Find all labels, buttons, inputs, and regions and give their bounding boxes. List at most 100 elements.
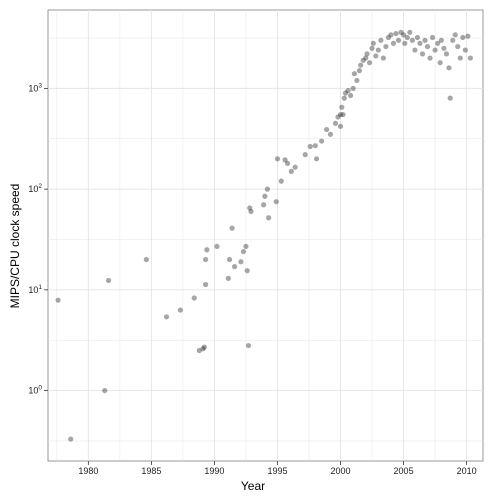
data-point — [447, 95, 453, 101]
data-point — [262, 193, 268, 199]
data-point — [324, 126, 330, 133]
data-point — [177, 307, 183, 313]
data-point — [312, 143, 318, 149]
data-point — [274, 156, 281, 162]
data-point — [248, 208, 254, 215]
data-point — [327, 131, 334, 137]
data-point — [402, 40, 408, 46]
data-point — [455, 43, 461, 50]
data-point — [243, 243, 249, 250]
data-point — [278, 178, 284, 184]
data-point — [388, 32, 394, 38]
data-point — [340, 111, 346, 118]
data-point — [204, 247, 210, 253]
data-point — [452, 32, 458, 38]
data-point — [261, 202, 267, 208]
data-point — [450, 37, 456, 43]
data-point — [380, 55, 386, 61]
data-point — [393, 30, 399, 37]
data-point — [284, 160, 291, 167]
x-tick-label: 2000 — [331, 466, 351, 476]
data-point — [358, 62, 364, 68]
data-point — [55, 297, 61, 303]
data-points — [55, 29, 473, 442]
data-point — [203, 256, 209, 263]
grid-lines — [48, 10, 483, 461]
data-point — [398, 29, 404, 35]
data-point — [337, 123, 344, 129]
data-point — [351, 71, 357, 77]
y-axis-title: MIPS/CPU clock speed — [8, 184, 22, 309]
data-point — [417, 40, 423, 46]
data-point — [409, 37, 415, 43]
data-point — [363, 55, 369, 61]
data-point — [232, 264, 238, 270]
data-point — [348, 92, 354, 99]
data-point — [339, 104, 345, 110]
data-point — [419, 51, 426, 57]
data-point — [366, 60, 373, 66]
y-tick-label: 100 — [28, 385, 42, 396]
data-point — [105, 277, 112, 284]
data-point — [247, 205, 253, 211]
data-point — [460, 34, 466, 41]
y-tick-label: 102 — [28, 183, 42, 194]
data-point — [443, 51, 450, 57]
data-point — [375, 47, 381, 53]
y-axis-ticks: 100 101 102 103 — [28, 82, 48, 396]
data-point — [200, 346, 206, 352]
data-point — [404, 34, 410, 41]
data-point — [225, 275, 231, 281]
data-point — [282, 157, 288, 163]
data-point — [457, 55, 463, 61]
data-point — [143, 256, 149, 263]
data-point — [438, 37, 444, 43]
x-tick-label: 1985 — [141, 466, 161, 476]
data-point — [390, 40, 397, 46]
data-point — [364, 51, 370, 57]
data-point — [163, 314, 170, 320]
data-point — [342, 90, 349, 96]
data-point — [378, 37, 384, 43]
x-axis-title: Year — [241, 479, 265, 493]
y-tick-label: 101 — [28, 284, 42, 295]
data-point — [385, 34, 392, 41]
data-point — [467, 55, 473, 61]
data-point — [400, 32, 407, 38]
data-point — [266, 215, 272, 221]
data-point — [427, 55, 433, 61]
data-point — [240, 248, 247, 255]
x-axis-ticks: 1980 1985 1990 1995 2000 2005 2010 — [78, 461, 477, 476]
data-point — [395, 37, 402, 43]
data-point — [68, 436, 74, 442]
data-point — [302, 152, 308, 158]
data-point — [373, 53, 379, 59]
data-point — [203, 281, 209, 288]
data-point — [432, 47, 438, 53]
data-point — [229, 225, 235, 231]
data-point — [273, 199, 279, 205]
data-point — [465, 33, 471, 39]
data-point — [370, 40, 376, 46]
x-tick-label: 2005 — [394, 466, 414, 476]
data-point — [214, 243, 220, 250]
data-point — [446, 65, 452, 71]
data-point — [429, 34, 436, 41]
data-point — [414, 34, 421, 41]
data-point — [407, 29, 413, 35]
data-point — [341, 95, 347, 101]
data-point — [369, 45, 375, 51]
data-point — [360, 57, 366, 63]
data-point — [264, 186, 270, 192]
data-point — [292, 164, 298, 170]
data-point — [441, 45, 447, 51]
data-point — [313, 156, 320, 162]
data-point — [245, 342, 252, 349]
x-tick-label: 1990 — [204, 466, 224, 476]
data-point — [435, 40, 441, 46]
data-point — [307, 143, 313, 150]
data-point — [356, 68, 363, 74]
data-point — [332, 120, 339, 126]
y-tick-label: 103 — [28, 82, 42, 93]
